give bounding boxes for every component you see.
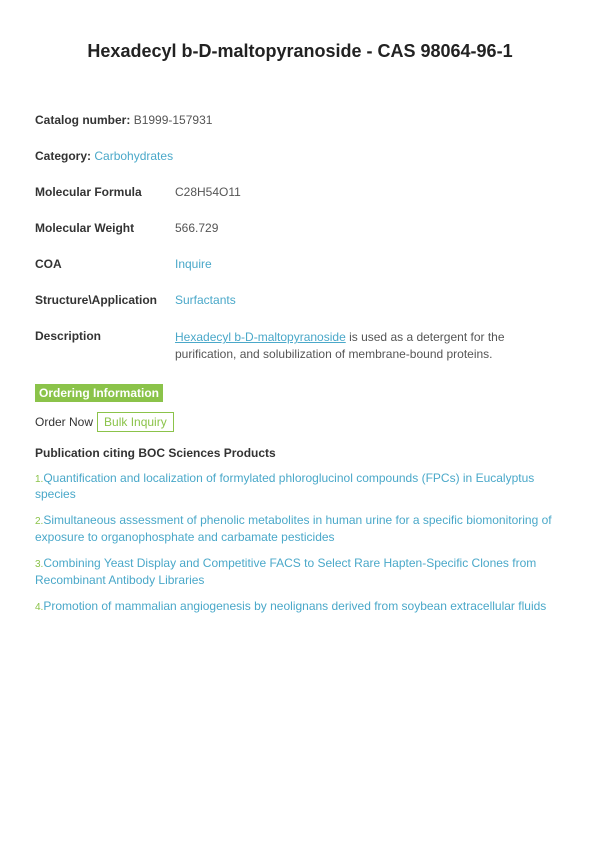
- publication-item: 3.Combining Yeast Display and Competitiv…: [35, 555, 565, 588]
- order-now-label: Order Now: [35, 415, 93, 429]
- description-label: Description: [35, 329, 175, 361]
- publication-item: 2.Simultaneous assessment of phenolic me…: [35, 512, 565, 545]
- category-link[interactable]: Carbohydrates: [94, 149, 173, 163]
- publication-link[interactable]: Quantification and localization of formy…: [35, 471, 534, 502]
- coa-link[interactable]: Inquire: [175, 257, 212, 271]
- bulk-inquiry-button[interactable]: Bulk Inquiry: [97, 412, 174, 432]
- application-label: Structure\Application: [35, 293, 175, 307]
- formula-row: Molecular Formula C28H54O11: [35, 185, 565, 199]
- weight-row: Molecular Weight 566.729: [35, 221, 565, 235]
- description-row: Description Hexadecyl b-D-maltopyranosid…: [35, 329, 565, 361]
- coa-label: COA: [35, 257, 175, 271]
- formula-label: Molecular Formula: [35, 185, 175, 199]
- publication-link[interactable]: Promotion of mammalian angiogenesis by n…: [43, 599, 546, 613]
- catalog-label: Catalog number:: [35, 113, 130, 127]
- publication-item: 4.Promotion of mammalian angiogenesis by…: [35, 598, 565, 615]
- category-row: Category: Carbohydrates: [35, 149, 565, 163]
- description-compound-link[interactable]: Hexadecyl b-D-maltopyranoside: [175, 330, 346, 344]
- publication-link[interactable]: Combining Yeast Display and Competitive …: [35, 556, 536, 587]
- publication-item: 1.Quantification and localization of for…: [35, 470, 565, 503]
- application-link[interactable]: Surfactants: [175, 293, 236, 307]
- weight-label: Molecular Weight: [35, 221, 175, 235]
- publications-heading: Publication citing BOC Sciences Products: [35, 446, 565, 460]
- formula-value: C28H54O11: [175, 185, 241, 199]
- ordering-row: Order Now Bulk Inquiry: [35, 412, 565, 432]
- category-label: Category:: [35, 149, 91, 163]
- catalog-row: Catalog number: B1999-157931: [35, 113, 565, 127]
- ordering-header: Ordering Information: [35, 384, 163, 402]
- description-text: Hexadecyl b-D-maltopyranoside is used as…: [175, 329, 565, 361]
- publication-link[interactable]: Simultaneous assessment of phenolic meta…: [35, 513, 552, 544]
- weight-value: 566.729: [175, 221, 218, 235]
- coa-row: COA Inquire: [35, 257, 565, 271]
- page-title: Hexadecyl b-D-maltopyranoside - CAS 9806…: [35, 40, 565, 63]
- catalog-value: B1999-157931: [134, 113, 213, 127]
- application-row: Structure\Application Surfactants: [35, 293, 565, 307]
